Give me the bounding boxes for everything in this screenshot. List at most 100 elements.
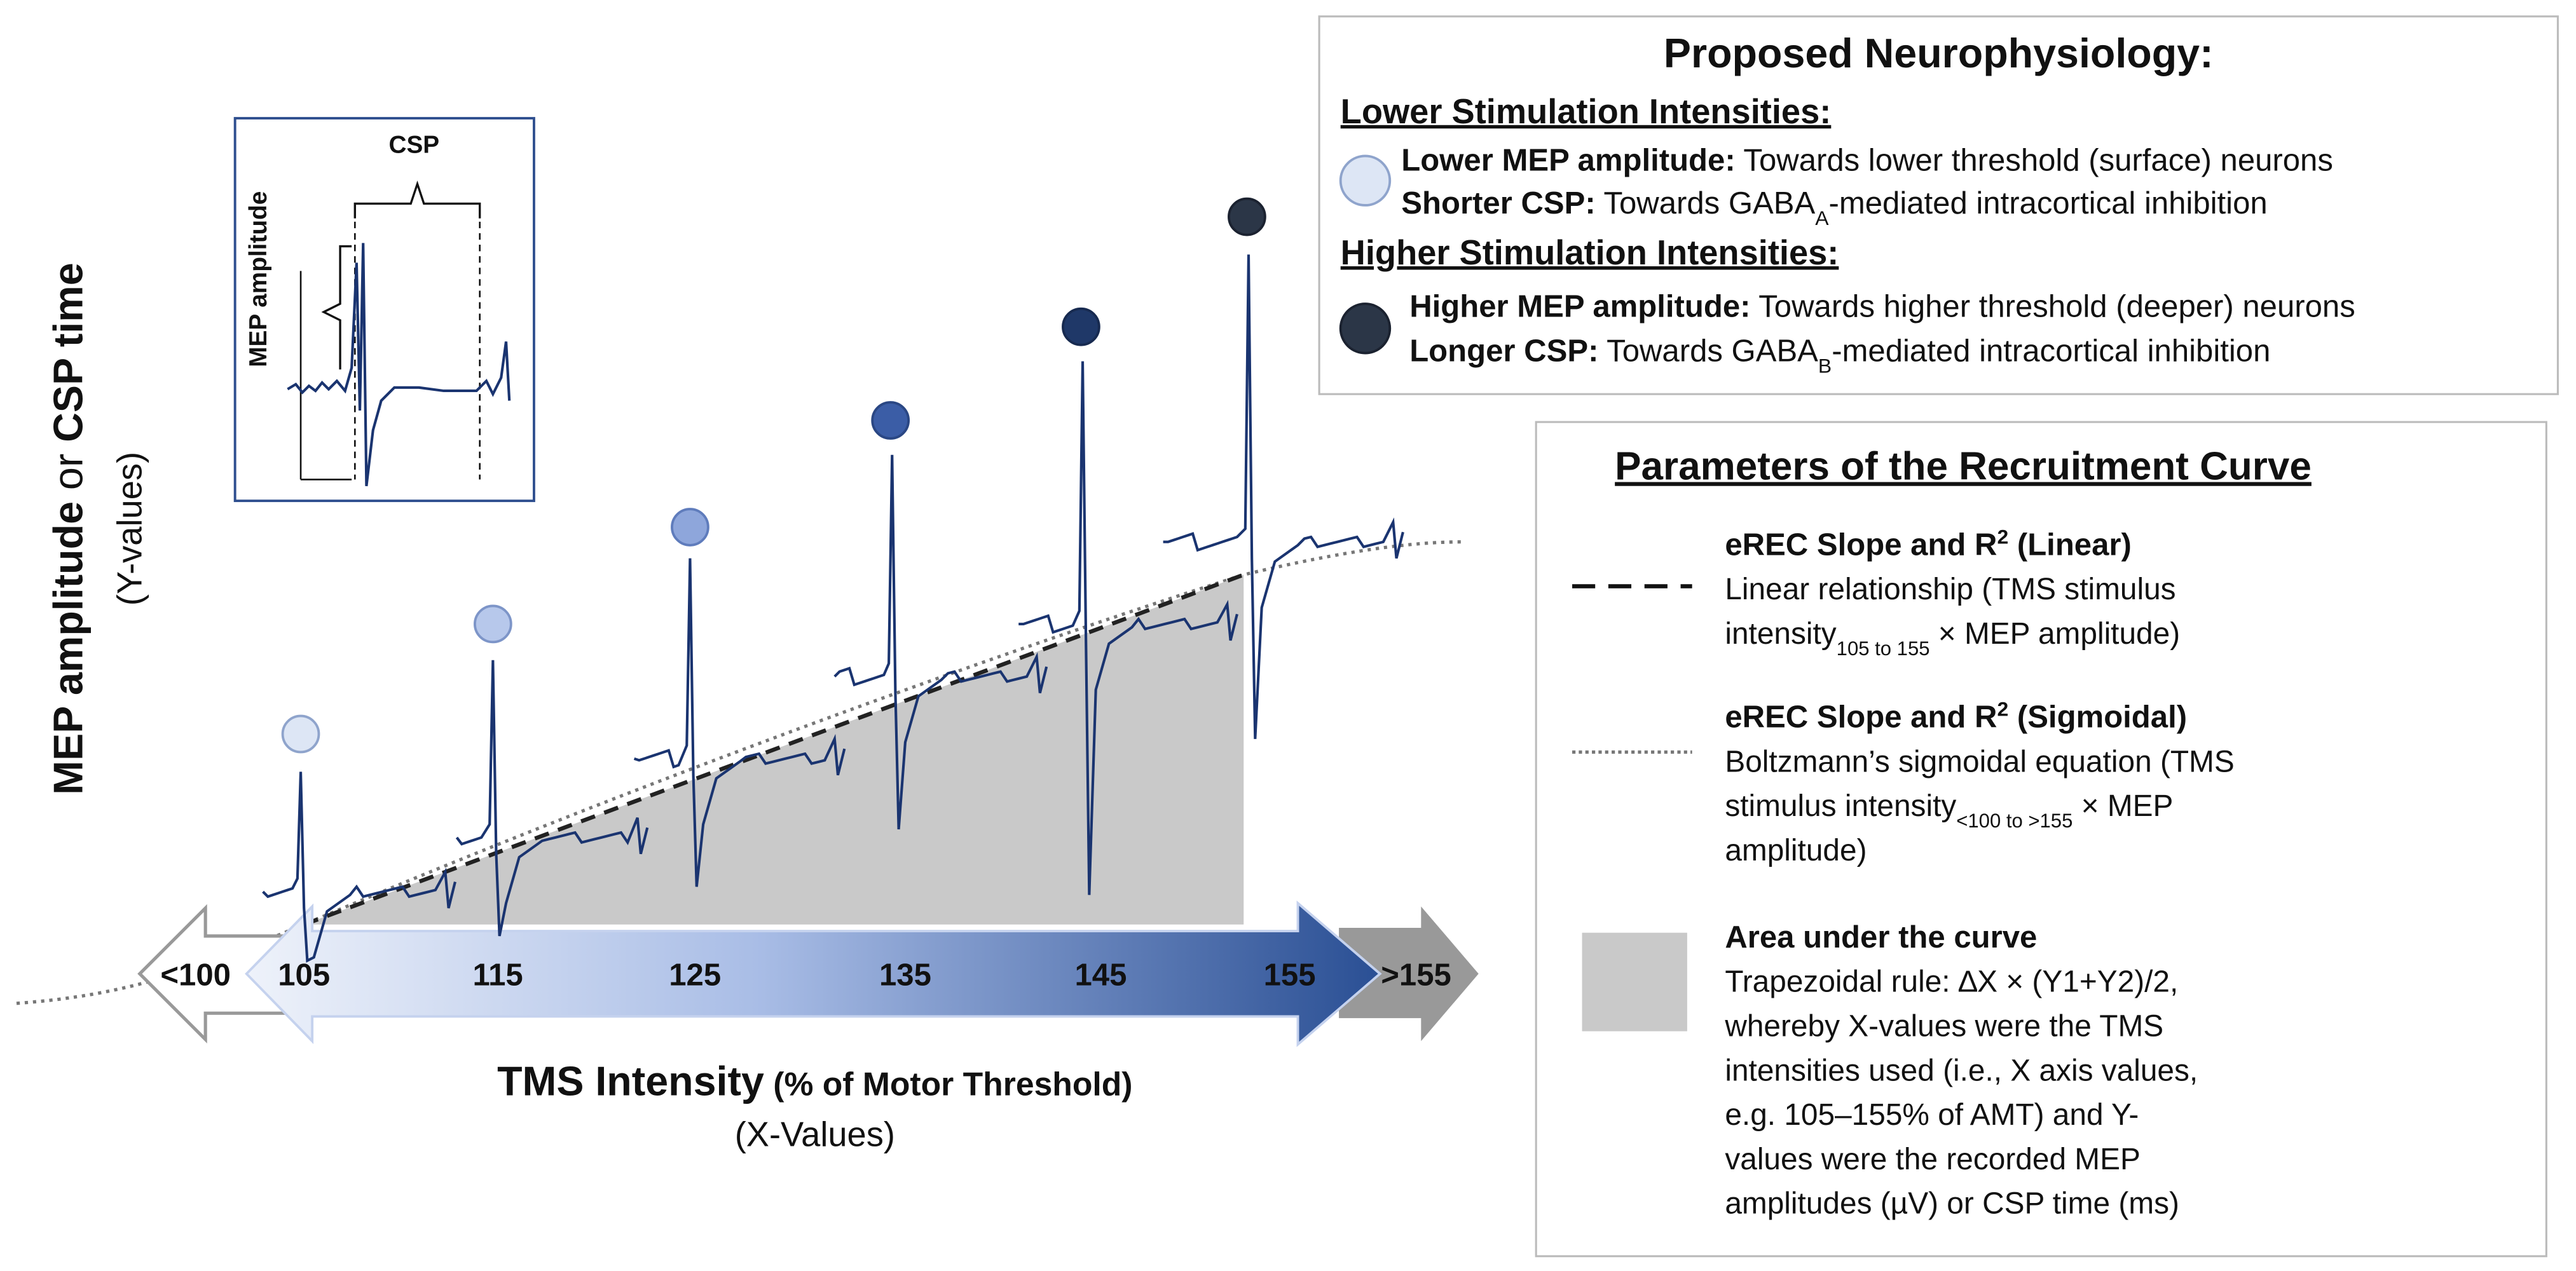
section-heading: Higher Stimulation Intensities:: [1341, 234, 1839, 272]
bold-text: Lower MEP amplitude:: [1401, 144, 1735, 178]
y-axis-subtitle: (Y-values): [111, 452, 149, 606]
neurophysiology-box: [1318, 15, 2559, 395]
bold-text: Longer CSP:: [1409, 334, 1598, 368]
text: Trapezoidal rule: ∆X × (Y1+Y2)/2,: [1725, 965, 2178, 999]
parameter-line: e.g. 105–155% of AMT) and Y-: [1725, 1098, 2139, 1132]
superscript: 2: [1997, 525, 2008, 548]
x-tick-label: >155: [1381, 958, 1451, 992]
mep-brace: [321, 245, 352, 370]
text: Towards higher threshold (deeper) neuron…: [1751, 290, 2355, 324]
mechanism-line: Lower MEP amplitude: Towards lower thres…: [1401, 144, 2333, 178]
parameter-line: Trapezoidal rule: ∆X × (Y1+Y2)/2,: [1725, 965, 2178, 999]
parameter-line: amplitudes (µV) or CSP time (ms): [1725, 1187, 2179, 1221]
legend-area: [1582, 932, 1687, 1031]
intensity-marker: [1062, 307, 1100, 346]
intensity-marker: [281, 714, 320, 754]
linear-fit: [303, 573, 1245, 927]
text: values were the recorded MEP: [1725, 1143, 2141, 1176]
arrow-high: [1339, 906, 1479, 1042]
legend-circle-high: [1339, 302, 1392, 355]
parameter-line: Boltzmann’s sigmoidal equation (TMS: [1725, 745, 2234, 778]
mep-trace: [1018, 361, 1238, 895]
parameter-heading: eREC Slope and R2 (Sigmoidal): [1725, 698, 2187, 735]
x-axis-subtitle: (X-Values): [735, 1116, 895, 1154]
text: Linear relationship (TMS stimulus: [1725, 573, 2175, 606]
inset-trace: [287, 243, 511, 487]
parameter-line: whereby X-values were the TMS: [1724, 1009, 2163, 1043]
text: Towards GABA: [1596, 186, 1816, 221]
parameter-line: values were the recorded MEP: [1725, 1143, 2141, 1176]
inset-mep-label: MEP amplitude: [245, 191, 272, 367]
text: intensity: [1725, 617, 1836, 651]
x-tick-label: 115: [473, 958, 523, 992]
inset-box: [233, 117, 535, 503]
text: eREC Slope and R: [1725, 700, 1997, 735]
x-tick-label: 145: [1074, 958, 1127, 992]
x-axis-title-part: TMS Intensity: [497, 1059, 764, 1104]
parameters-box: [1535, 421, 2547, 1258]
parameter-line: intensities used (i.e., X axis values,: [1725, 1054, 2198, 1087]
x-tick-label: 125: [669, 958, 721, 992]
y-axis-title-part: CSP time: [45, 262, 91, 442]
parameter-line: intensity105 to 155 × MEP amplitude): [1725, 617, 2180, 660]
x-tick-label: 135: [879, 958, 931, 992]
text: Towards GABA: [1598, 334, 1818, 368]
parameters-title: Parameters of the Recruitment Curve: [1615, 445, 2312, 489]
subscript: B: [1818, 354, 1832, 377]
superscript: 2: [1997, 698, 2008, 721]
mep-trace: [1163, 254, 1404, 739]
text: intensities used (i.e., X axis values,: [1725, 1054, 2198, 1087]
parameter-line: stimulus intensity<100 to >155 × MEP: [1725, 789, 2173, 832]
neurophysiology-title: Proposed Neurophysiology:: [1664, 31, 2214, 76]
intensity-marker: [1228, 197, 1266, 236]
inset-csp-label: CSP: [388, 131, 439, 158]
text: × MEP: [2072, 789, 2173, 823]
arrow-main: [245, 900, 1382, 1047]
text: (Sigmoidal): [2008, 700, 2187, 735]
text: eREC Slope and R: [1725, 527, 1997, 562]
subscript: <100 to >155: [1956, 810, 2072, 832]
text: -mediated intracortical inhibition: [1832, 334, 2270, 368]
text: Boltzmann’s sigmoidal equation (TMS: [1725, 745, 2234, 778]
text: Towards lower threshold (surface) neuron…: [1736, 144, 2333, 178]
text: (Linear): [2008, 527, 2132, 562]
bold-text: Shorter CSP:: [1401, 186, 1595, 221]
text: e.g. 105–155% of AMT) and Y-: [1725, 1098, 2139, 1132]
parameter-heading: Area under the curve: [1725, 920, 2037, 955]
csp-brace: [353, 180, 481, 219]
parameters-content: eREC Slope and R2 (Linear)Linear relatio…: [1724, 525, 2234, 1220]
parameter-heading: eREC Slope and R2 (Linear): [1725, 525, 2131, 562]
y-axis-title-part: or: [45, 442, 91, 501]
neurophysiology-content: Lower Stimulation Intensities: Lower MEP …: [1341, 93, 2355, 377]
legend-circle-low: [1339, 154, 1392, 207]
y-axis-title: MEP amplitude or CSP time: [45, 262, 91, 794]
intensity-marker: [473, 604, 512, 644]
mep-trace: [262, 771, 456, 963]
parameter-line: Linear relationship (TMS stimulus: [1725, 573, 2175, 606]
text: -mediated intracortical inhibition: [1829, 186, 2268, 221]
mep-trace: [455, 660, 649, 937]
subscript: A: [1815, 207, 1829, 229]
text: Area under the curve: [1725, 920, 2037, 955]
text: amplitude): [1725, 834, 1867, 867]
mep-trace: [833, 454, 1048, 830]
x-ticks: <100 105 115 125 135 145 155 >155: [160, 958, 1451, 992]
mechanism-line: Shorter CSP: Towards GABAA-mediated intr…: [1401, 186, 2267, 229]
x-tick-label: 105: [278, 958, 330, 992]
x-tick-label: 155: [1264, 958, 1316, 992]
mechanism-line: Longer CSP: Towards GABAB-mediated intra…: [1409, 334, 2270, 377]
x-axis-title-part: (% of Motor Threshold): [764, 1066, 1133, 1103]
x-tick-label: <100: [160, 958, 231, 992]
text: stimulus intensity: [1725, 789, 1956, 823]
x-axis-title: TMS Intensity (% of Motor Threshold): [497, 1059, 1132, 1104]
subscript: 105 to 155: [1837, 637, 1930, 659]
intensity-marker: [671, 508, 709, 547]
mechanism-line: Higher MEP amplitude: Towards higher thr…: [1409, 290, 2355, 324]
text: whereby X-values were the TMS: [1724, 1009, 2163, 1043]
mep-trace: [633, 558, 846, 887]
parameter-line: amplitude): [1725, 834, 1867, 867]
text: × MEP amplitude): [1930, 617, 2181, 651]
intensity-marker: [871, 401, 910, 440]
